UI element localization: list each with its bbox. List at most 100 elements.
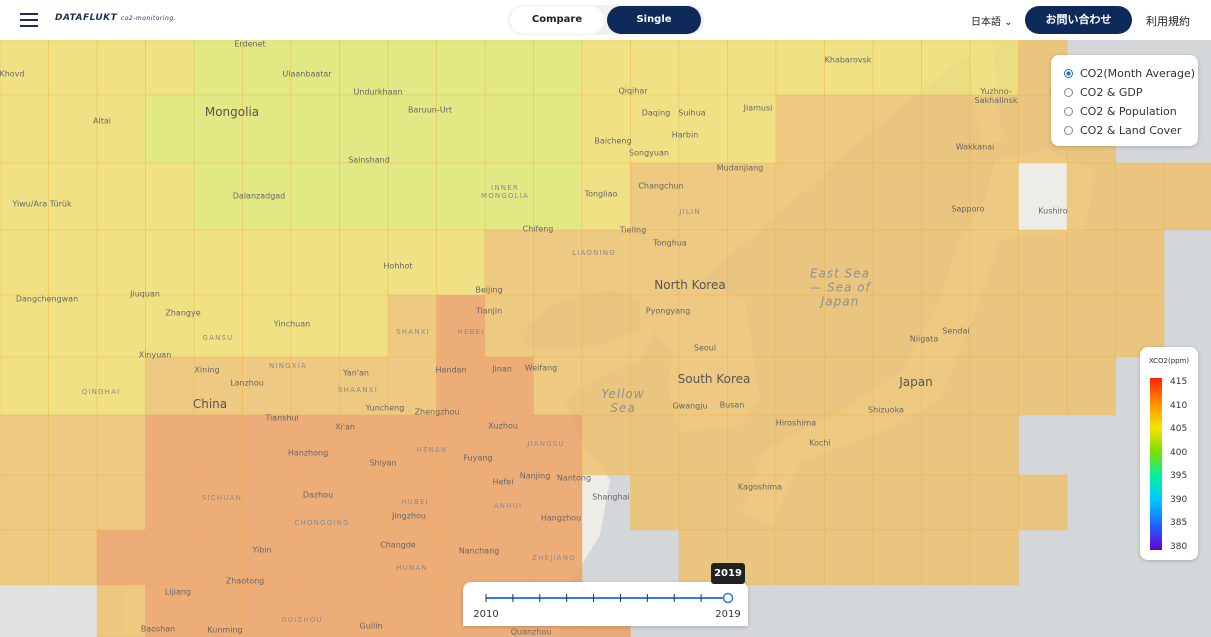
grid-cell: [96, 229, 146, 296]
grid-cell: [96, 294, 146, 358]
map-label: Tonghua: [653, 238, 687, 248]
map-label: China: [192, 397, 228, 412]
map-label: Jinan: [492, 364, 512, 374]
map-label: Tongliao: [584, 189, 618, 199]
grid-cell: [630, 94, 680, 164]
grid-cell: [1018, 229, 1068, 296]
legend: XCO2(ppm) 415 410 405 400 395 390 385 380: [1140, 347, 1198, 560]
grid-cell: [581, 294, 631, 358]
contact-button[interactable]: お問い合わせ: [1025, 6, 1132, 34]
logo-text: DATAFLUKT: [55, 13, 118, 23]
grid-cell: [193, 39, 243, 96]
grid-cell: [290, 94, 340, 164]
map-label: HUBEI: [401, 497, 429, 506]
grid-cell: [581, 162, 631, 231]
grid-cell: [678, 294, 728, 358]
grid-cell: [339, 294, 389, 358]
grid-cell: [630, 356, 680, 416]
map-label: Hanzhong: [287, 448, 329, 458]
grid-cell: [727, 94, 777, 164]
grid-cell: [484, 356, 534, 416]
grid-cell: [387, 356, 437, 416]
grid-cell: [0, 294, 49, 358]
map-label: Beijing: [475, 285, 503, 295]
grid-cell: [96, 584, 146, 637]
grid-cell: [290, 529, 340, 586]
terms-link[interactable]: 利用規約: [1146, 15, 1190, 28]
grid-cell: [678, 162, 728, 231]
map-label: Wakkanai: [955, 142, 995, 152]
grid-cell: [630, 229, 680, 296]
grid-cell: [242, 584, 292, 637]
grid-cell: [436, 229, 486, 296]
layer-option[interactable]: CO2 & Land Cover: [1064, 124, 1181, 137]
grid-cell: [872, 474, 922, 531]
color-bar: [1150, 378, 1162, 550]
map-label: Baicheng: [594, 136, 632, 146]
grid-cell: [387, 39, 437, 96]
header: DATAFLUKT co2-monitoring. Compare Single …: [0, 0, 1211, 40]
grid-cell: [727, 474, 777, 531]
grid-cell: [678, 229, 728, 296]
grid-cell: [1018, 474, 1068, 531]
map-label: SHAANXI: [338, 385, 378, 394]
map-label: Yellow Sea: [601, 387, 645, 415]
map-label: Mongolia: [204, 105, 260, 120]
map-label: Chifeng: [522, 224, 554, 234]
slider-min-label: 2010: [473, 609, 498, 620]
map-label: Japan: [899, 375, 933, 390]
language-select[interactable]: 日本語 ⌄: [971, 17, 1013, 28]
map-label: CHONGQING: [294, 518, 350, 527]
map-label: Pyongyang: [645, 306, 691, 316]
logo[interactable]: DATAFLUKT co2-monitoring.: [55, 13, 176, 23]
year-slider[interactable]: 2010 2019: [463, 582, 748, 626]
grid-cell: [824, 294, 874, 358]
map-label: Sapporo: [951, 204, 985, 214]
map-label: NINGXIA: [268, 361, 308, 370]
grid-cell: [1163, 162, 1211, 231]
map-label: Hohhot: [383, 261, 413, 271]
grid-cell: [824, 94, 874, 164]
slider-knob: [722, 592, 734, 604]
grid-cell: [533, 414, 583, 476]
layer-option[interactable]: CO2 & Population: [1064, 105, 1177, 118]
grid-cell: [145, 414, 195, 476]
map-label: Tianshui: [265, 413, 299, 423]
map-label: Changchun: [638, 181, 684, 191]
layer-option[interactable]: CO2 & GDP: [1064, 86, 1143, 99]
grid-cell: [48, 529, 98, 586]
neighbor-land: [0, 585, 125, 637]
grid-cell: [484, 474, 534, 531]
grid-cell: [678, 356, 728, 416]
tab[interactable]: Compare: [510, 6, 604, 34]
grid-cell: [290, 414, 340, 476]
grid-cell: [727, 229, 777, 296]
map-label: South Korea: [677, 372, 751, 387]
slider-track: 2010 2019: [473, 592, 741, 620]
map-label: Hiroshima: [775, 418, 817, 428]
tab[interactable]: Single: [607, 6, 701, 34]
legend-tick-label: 415: [1170, 377, 1188, 387]
grid-cell: [921, 529, 971, 586]
menu-icon[interactable]: [20, 12, 38, 28]
map-label: ANHUI: [493, 501, 523, 510]
map-label: Kagoshima: [737, 482, 783, 492]
map-label: Khabarovsk: [824, 55, 872, 65]
grid-cell: [921, 294, 971, 358]
grid-cell: [436, 474, 486, 531]
map-label: SICHUAN: [201, 493, 243, 502]
map-label: Niigata: [909, 334, 939, 344]
grid-cell: [727, 356, 777, 416]
map-label: Yiwu/Ara Türük: [12, 199, 72, 209]
radio: [1064, 88, 1073, 97]
grid-cell: [96, 414, 146, 476]
grid-cell: [387, 414, 437, 476]
map-label: Nanchang: [458, 546, 500, 556]
grid-cell: [824, 356, 874, 416]
layer-option[interactable]: CO2(Month Average): [1064, 67, 1195, 80]
map-label: Yibin: [252, 545, 272, 555]
grid-cell: [969, 529, 1019, 586]
grid-cell: [775, 474, 825, 531]
